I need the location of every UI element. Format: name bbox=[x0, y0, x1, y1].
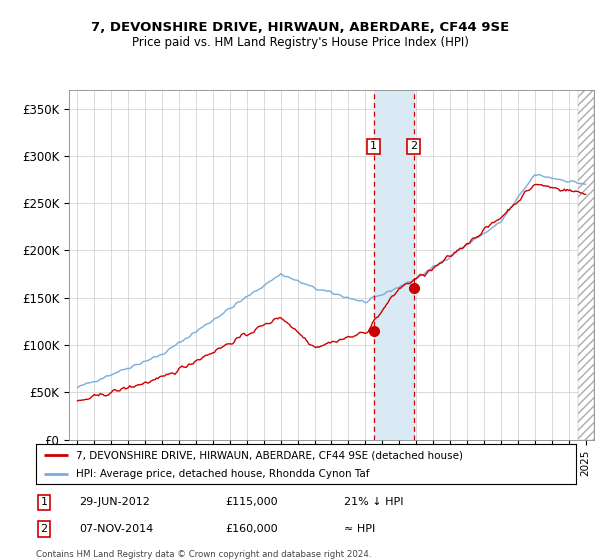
Text: 7, DEVONSHIRE DRIVE, HIRWAUN, ABERDARE, CF44 9SE: 7, DEVONSHIRE DRIVE, HIRWAUN, ABERDARE, … bbox=[91, 21, 509, 34]
Text: 7, DEVONSHIRE DRIVE, HIRWAUN, ABERDARE, CF44 9SE (detached house): 7, DEVONSHIRE DRIVE, HIRWAUN, ABERDARE, … bbox=[77, 450, 464, 460]
Text: ≈ HPI: ≈ HPI bbox=[344, 524, 375, 534]
Text: 29-JUN-2012: 29-JUN-2012 bbox=[79, 497, 150, 507]
Bar bbox=[374, 90, 413, 440]
Text: Contains HM Land Registry data © Crown copyright and database right 2024.
This d: Contains HM Land Registry data © Crown c… bbox=[36, 550, 371, 560]
Text: 21% ↓ HPI: 21% ↓ HPI bbox=[344, 497, 403, 507]
Text: HPI: Average price, detached house, Rhondda Cynon Taf: HPI: Average price, detached house, Rhon… bbox=[77, 469, 370, 479]
Bar bbox=[578, 90, 594, 440]
Text: £160,000: £160,000 bbox=[225, 524, 278, 534]
Text: 2: 2 bbox=[410, 141, 417, 151]
Text: 1: 1 bbox=[41, 497, 47, 507]
Text: 2: 2 bbox=[41, 524, 47, 534]
Text: £115,000: £115,000 bbox=[225, 497, 278, 507]
Text: 1: 1 bbox=[370, 141, 377, 151]
Text: Price paid vs. HM Land Registry's House Price Index (HPI): Price paid vs. HM Land Registry's House … bbox=[131, 36, 469, 49]
Text: 07-NOV-2014: 07-NOV-2014 bbox=[79, 524, 154, 534]
